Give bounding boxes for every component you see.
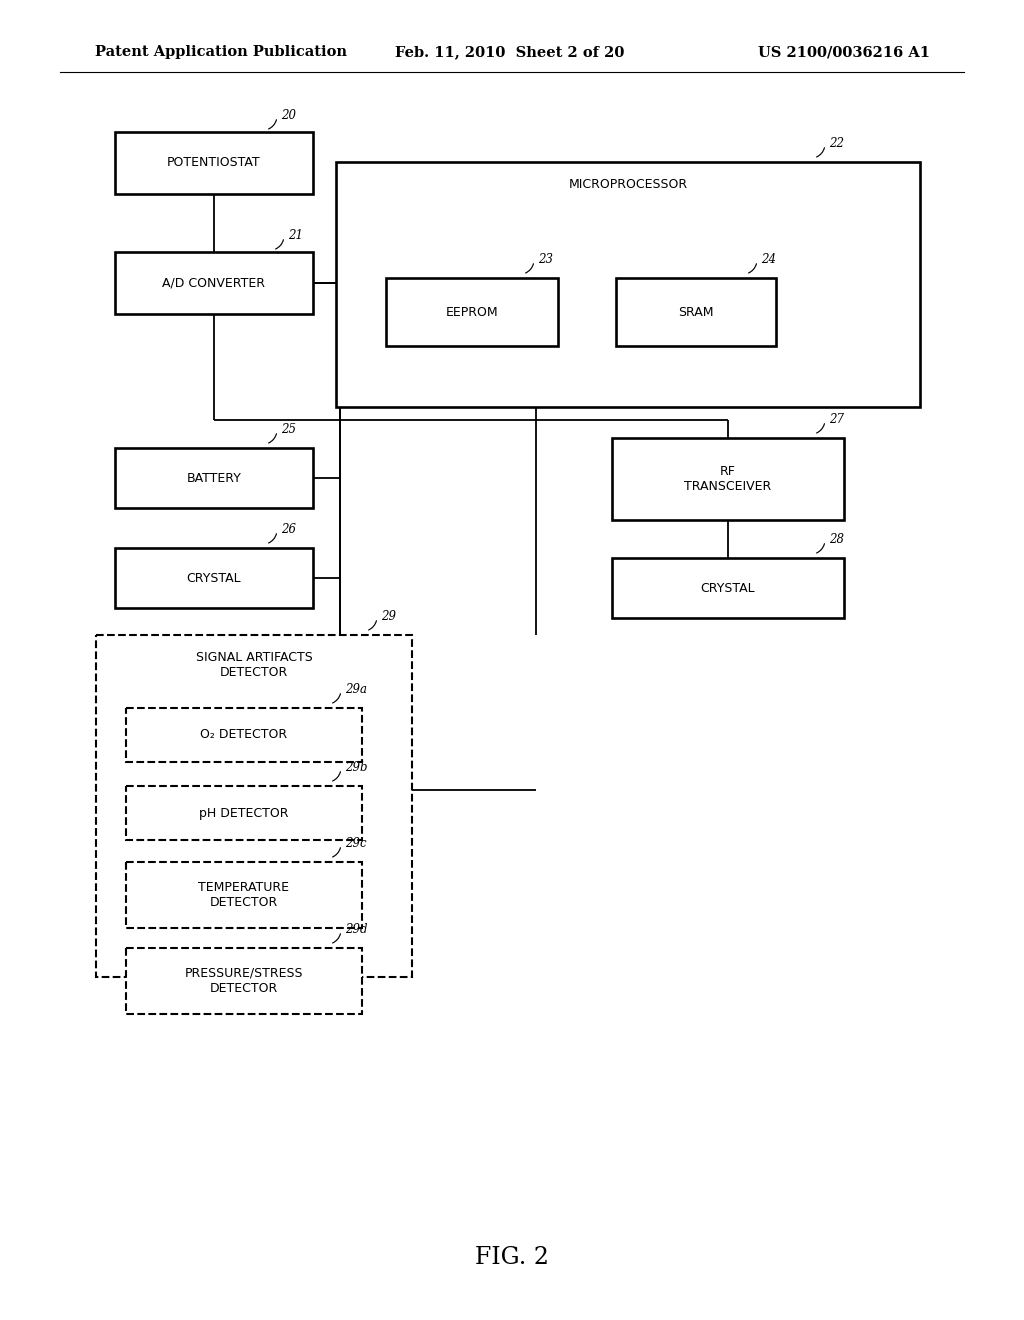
Bar xyxy=(612,438,844,520)
Text: 29b: 29b xyxy=(345,762,368,774)
Bar xyxy=(386,279,558,346)
Text: O₂ DETECTOR: O₂ DETECTOR xyxy=(201,729,288,742)
Bar xyxy=(336,162,920,407)
Text: Feb. 11, 2010  Sheet 2 of 20: Feb. 11, 2010 Sheet 2 of 20 xyxy=(395,45,625,59)
Bar xyxy=(616,279,776,346)
Text: CRYSTAL: CRYSTAL xyxy=(700,582,756,594)
Text: 21: 21 xyxy=(288,228,303,242)
Text: CRYSTAL: CRYSTAL xyxy=(186,572,242,585)
Text: BATTERY: BATTERY xyxy=(186,471,242,484)
Text: 27: 27 xyxy=(829,413,844,426)
Text: A/D CONVERTER: A/D CONVERTER xyxy=(163,276,265,289)
Text: TEMPERATURE
DETECTOR: TEMPERATURE DETECTOR xyxy=(199,880,290,909)
Text: 26: 26 xyxy=(281,523,296,536)
Text: PRESSURE/STRESS
DETECTOR: PRESSURE/STRESS DETECTOR xyxy=(184,968,303,995)
Text: Patent Application Publication: Patent Application Publication xyxy=(95,45,347,59)
Text: 29a: 29a xyxy=(345,682,367,696)
Bar xyxy=(115,252,313,314)
Text: 29: 29 xyxy=(381,610,396,623)
Text: 28: 28 xyxy=(829,533,844,546)
Text: 29d: 29d xyxy=(345,923,368,936)
Text: SIGNAL ARTIFACTS
DETECTOR: SIGNAL ARTIFACTS DETECTOR xyxy=(196,651,312,678)
Text: 20: 20 xyxy=(281,110,296,121)
Text: RF
TRANSCEIVER: RF TRANSCEIVER xyxy=(684,465,772,492)
Text: POTENTIOSTAT: POTENTIOSTAT xyxy=(167,157,261,169)
Text: FIG. 2: FIG. 2 xyxy=(475,1246,549,1270)
Text: EEPROM: EEPROM xyxy=(445,305,499,318)
Bar xyxy=(126,785,362,840)
Text: MICROPROCESSOR: MICROPROCESSOR xyxy=(568,178,687,191)
Bar xyxy=(126,708,362,762)
Text: 24: 24 xyxy=(761,253,776,267)
Text: pH DETECTOR: pH DETECTOR xyxy=(200,807,289,820)
Bar xyxy=(115,548,313,609)
Text: 25: 25 xyxy=(281,422,296,436)
Bar xyxy=(115,132,313,194)
Text: 29c: 29c xyxy=(345,837,367,850)
Bar xyxy=(126,862,362,928)
Text: SRAM: SRAM xyxy=(678,305,714,318)
Text: 22: 22 xyxy=(829,137,844,150)
Text: US 2100/0036216 A1: US 2100/0036216 A1 xyxy=(758,45,930,59)
Bar xyxy=(115,447,313,508)
Text: 23: 23 xyxy=(538,253,553,267)
Bar xyxy=(612,558,844,618)
Bar xyxy=(126,948,362,1014)
Bar xyxy=(96,635,412,977)
